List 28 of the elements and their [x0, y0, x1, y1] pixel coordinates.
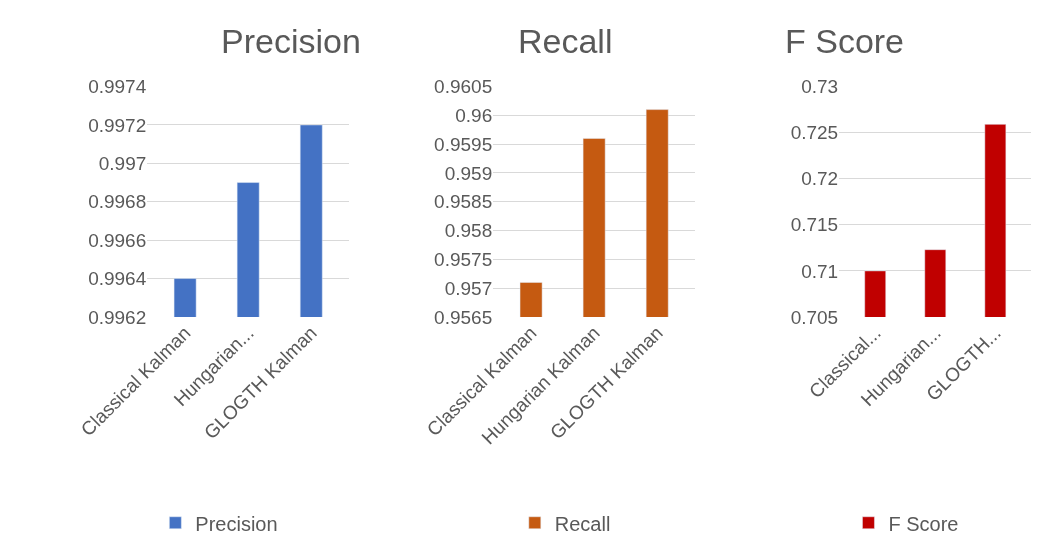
y-tick-label: 0.959: [444, 162, 493, 184]
y-tick-label: 0.9966: [88, 229, 147, 251]
legend-label: F Score: [888, 512, 959, 535]
y-tick-label: 0.96: [455, 105, 493, 127]
y-tick-label: 0.957: [444, 277, 493, 299]
y-tick-label: 0.72: [801, 168, 839, 190]
y-tick-label: 0.9964: [88, 268, 147, 290]
y-tick-label: 0.9974: [88, 76, 147, 98]
y-tick-label: 0.73: [801, 76, 839, 98]
y-tick-label: 0.71: [801, 260, 839, 282]
y-tick-label: 0.997: [98, 153, 147, 175]
y-tick-label: 0.725: [790, 122, 839, 144]
y-tick-label: 0.9585: [434, 191, 493, 213]
chart-title: Recall: [518, 22, 613, 60]
y-tick-label: 0.9972: [88, 114, 147, 136]
legend-label: Precision: [195, 512, 278, 535]
legend-label: Recall: [554, 512, 611, 535]
y-tick-label: 0.715: [790, 214, 839, 236]
y-tick-label: 0.9565: [434, 306, 493, 328]
y-tick-label: 0.9595: [434, 133, 493, 155]
y-tick-label: 0.9968: [88, 191, 147, 213]
y-tick-label: 0.705: [790, 306, 839, 328]
chart-title: F Score: [785, 22, 905, 60]
y-tick-label: 0.958: [444, 220, 493, 242]
y-tick-label: 0.9575: [434, 249, 493, 271]
y-tick-label: 0.9605: [434, 76, 493, 98]
y-tick-label: 0.9962: [88, 306, 147, 328]
chart-title: Precision: [221, 22, 361, 60]
